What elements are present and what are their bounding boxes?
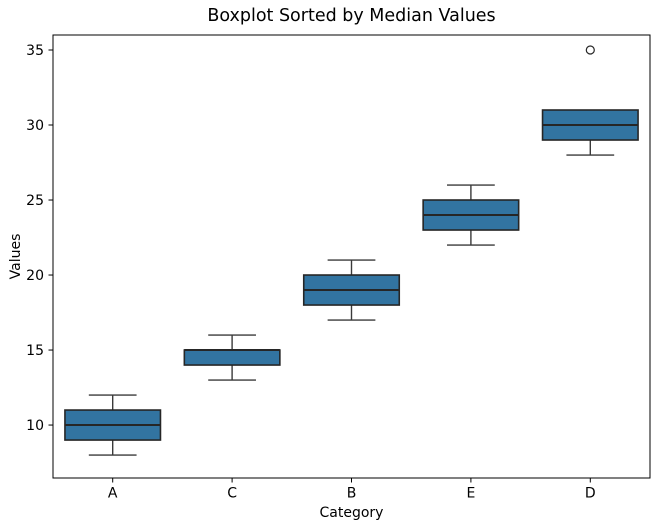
x-tick-label: E (466, 486, 475, 502)
outlier-D (585, 45, 595, 55)
y-tick-label: 15 (26, 343, 44, 359)
x-tick-label: D (585, 486, 596, 502)
y-tick-label: 30 (26, 118, 44, 134)
x-tick-label: B (347, 486, 357, 502)
x-axis-label: Category (320, 505, 384, 521)
chart-title: Boxplot Sorted by Median Values (207, 6, 495, 26)
x-tick-label: C (227, 486, 237, 502)
y-tick-label: 25 (26, 193, 44, 209)
y-tick-label: 10 (26, 418, 44, 434)
plot-layer: 10 15 20 25 30 35 A C B E D (26, 34, 651, 502)
y-axis-label: Values (8, 234, 24, 280)
x-tick-label: A (108, 486, 118, 502)
box-C (183, 349, 281, 366)
y-tick-label: 35 (26, 43, 44, 59)
axes-frame (52, 34, 651, 479)
y-tick-label: 20 (26, 268, 44, 284)
